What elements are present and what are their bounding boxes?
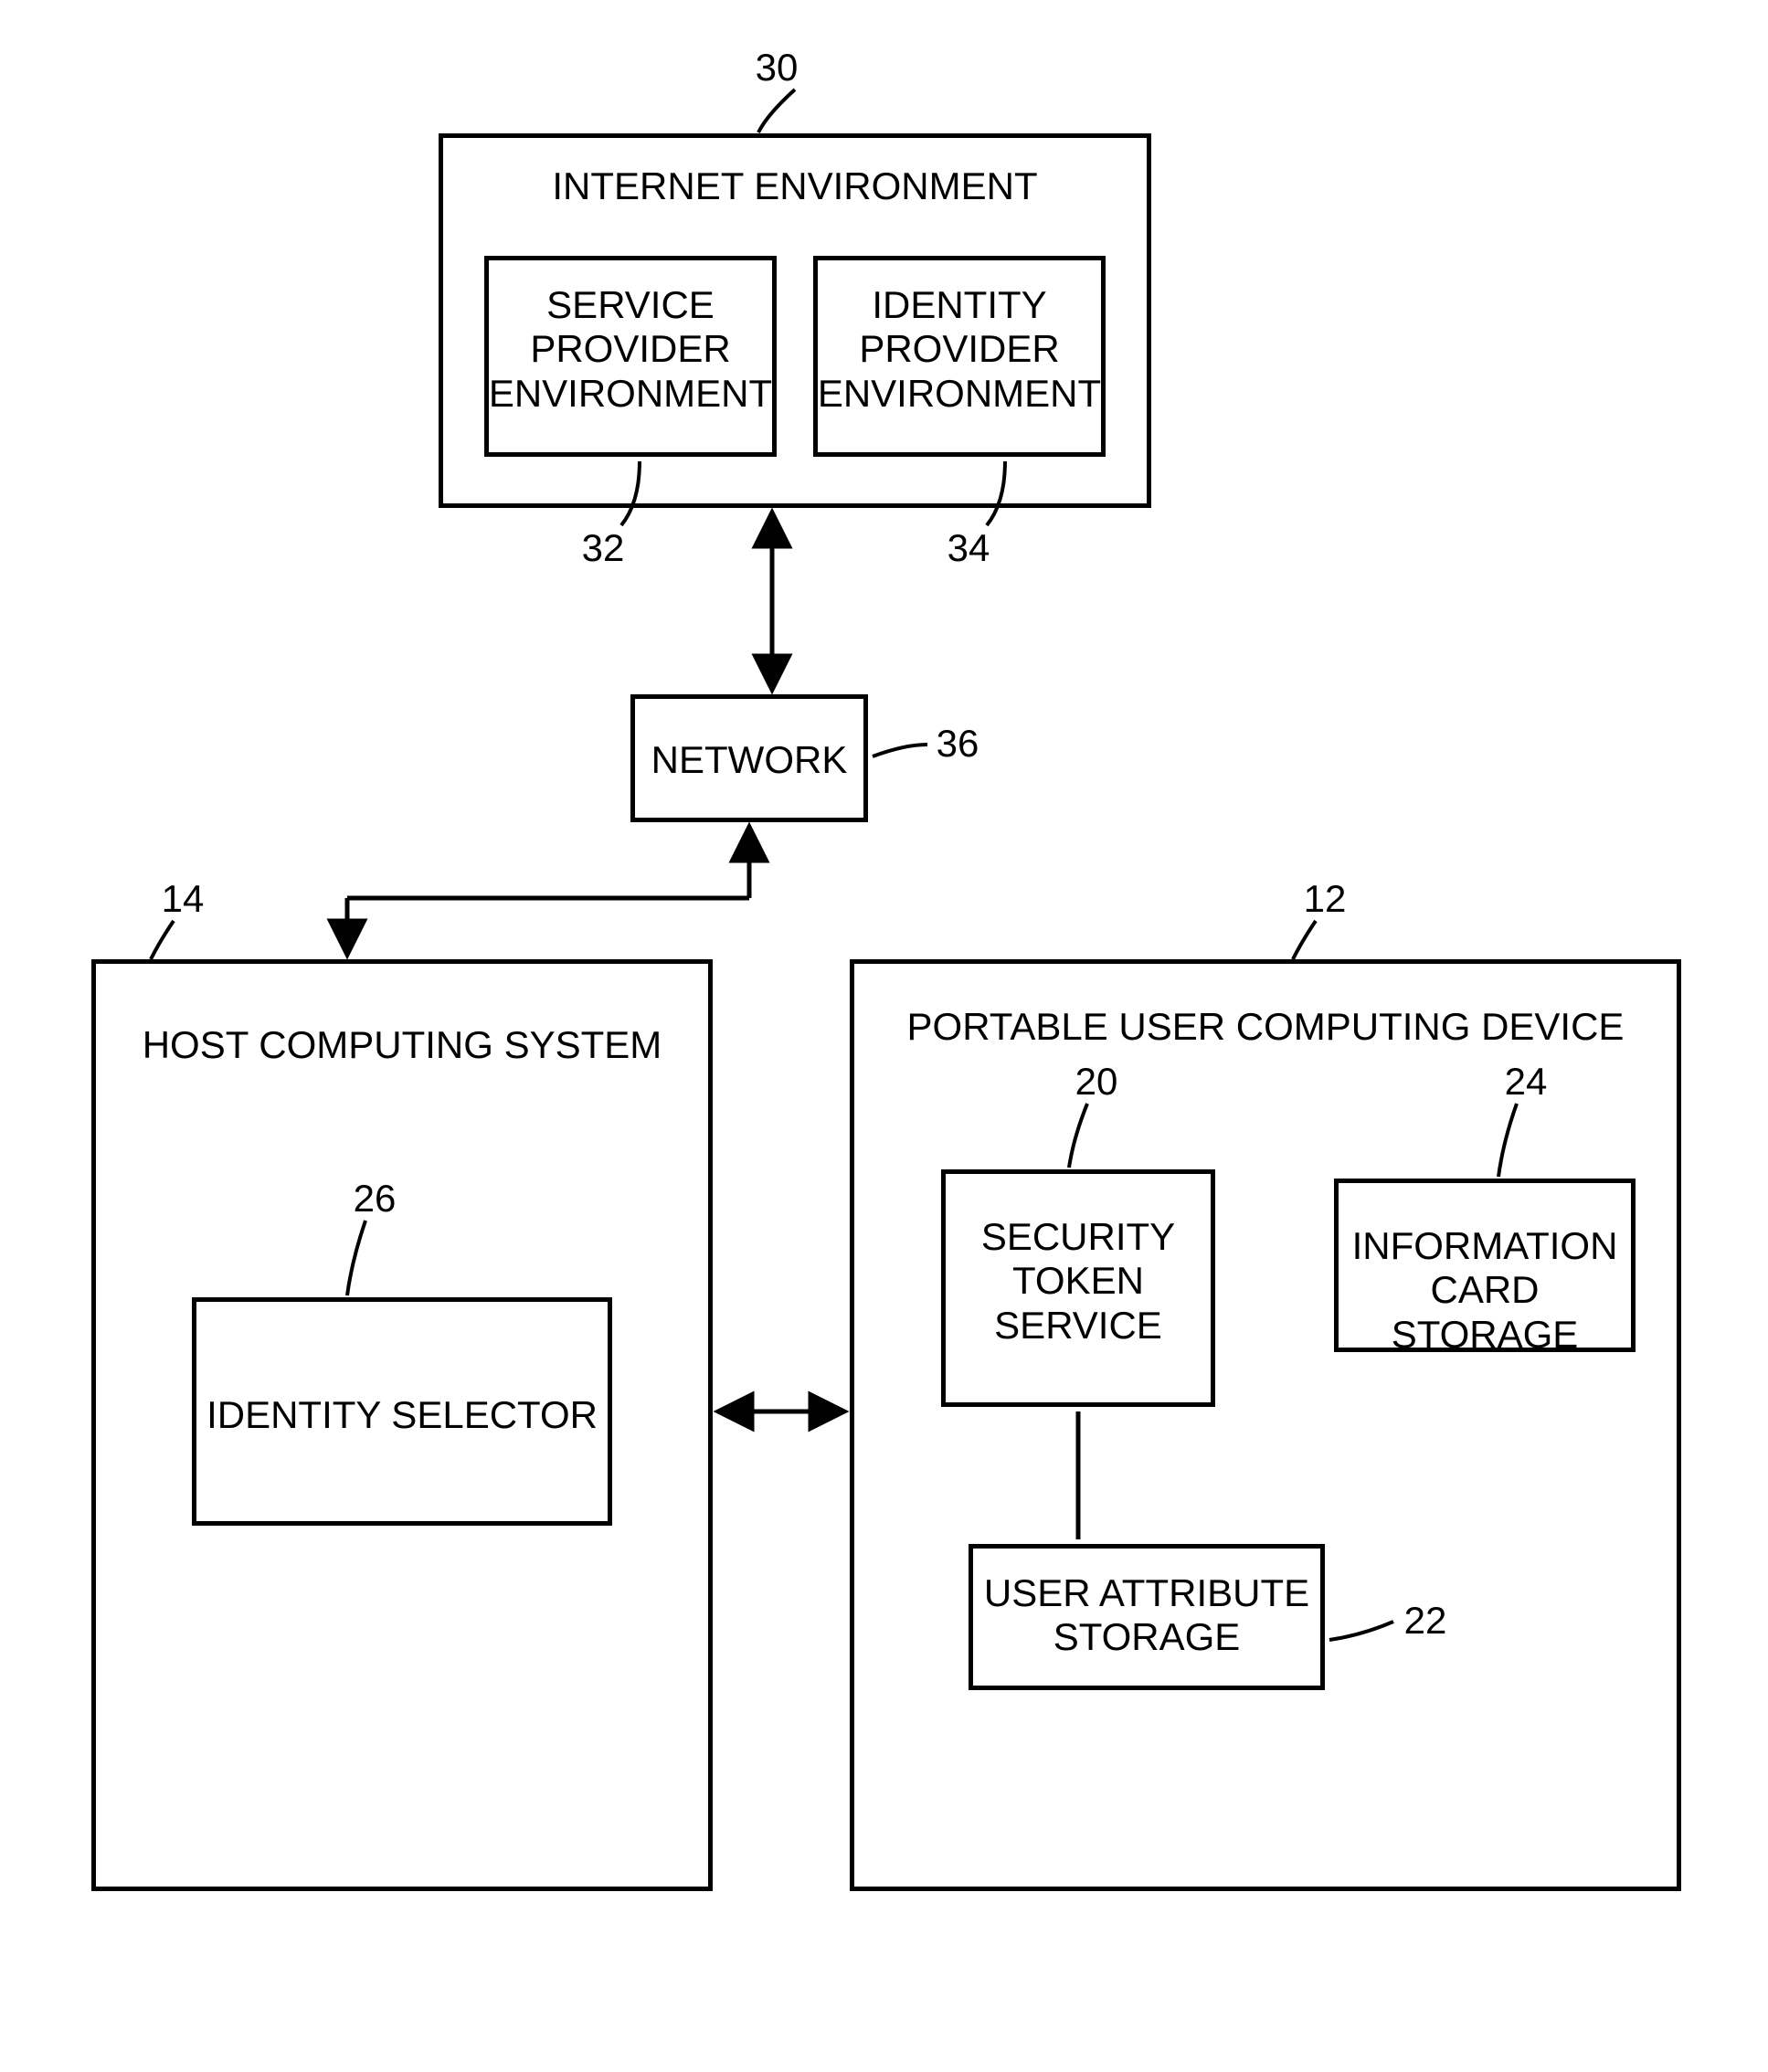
info-card-label: INFORMATION CARD STORAGE <box>1334 1224 1636 1357</box>
ref-12: 12 <box>1297 877 1352 921</box>
portable-device-box <box>850 959 1681 1891</box>
ref-30: 30 <box>749 46 804 90</box>
identity-provider-label: IDENTITY PROVIDER ENVIRONMENT <box>813 283 1106 416</box>
host-system-title: HOST COMPUTING SYSTEM <box>91 1023 713 1067</box>
ref-24: 24 <box>1498 1060 1553 1104</box>
internet-environment-title: INTERNET ENVIRONMENT <box>439 164 1151 208</box>
ref-36: 36 <box>930 722 985 766</box>
diagram-canvas: INTERNET ENVIRONMENT SERVICE PROVIDER EN… <box>0 0 1768 2072</box>
identity-selector-label: IDENTITY SELECTOR <box>192 1393 612 1437</box>
sts-label: SECURITY TOKEN SERVICE <box>941 1215 1215 1348</box>
ref-14: 14 <box>155 877 210 921</box>
service-provider-label: SERVICE PROVIDER ENVIRONMENT <box>484 283 777 416</box>
ref-20: 20 <box>1069 1060 1124 1104</box>
user-attr-label: USER ATTRIBUTE STORAGE <box>969 1571 1325 1660</box>
ref-22: 22 <box>1398 1599 1453 1643</box>
portable-device-title: PORTABLE USER COMPUTING DEVICE <box>850 1005 1681 1049</box>
ref-34: 34 <box>941 526 996 570</box>
network-label: NETWORK <box>630 738 868 782</box>
ref-26: 26 <box>347 1177 402 1221</box>
ref-32: 32 <box>576 526 630 570</box>
